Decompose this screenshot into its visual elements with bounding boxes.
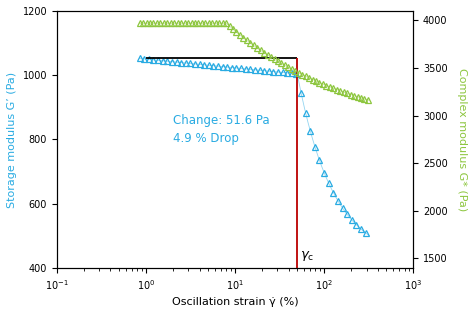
Y-axis label: Complex modulus G* (Pa): Complex modulus G* (Pa) <box>457 68 467 211</box>
Y-axis label: Storage modulus G’ (Pa): Storage modulus G’ (Pa) <box>7 71 17 208</box>
Text: Change: 51.6 Pa
4.9 % Drop: Change: 51.6 Pa 4.9 % Drop <box>173 114 269 145</box>
X-axis label: Oscillation strain γ̇ (%): Oscillation strain γ̇ (%) <box>172 297 298 307</box>
Text: $\gamma_{\rm c}$: $\gamma_{\rm c}$ <box>300 249 315 263</box>
